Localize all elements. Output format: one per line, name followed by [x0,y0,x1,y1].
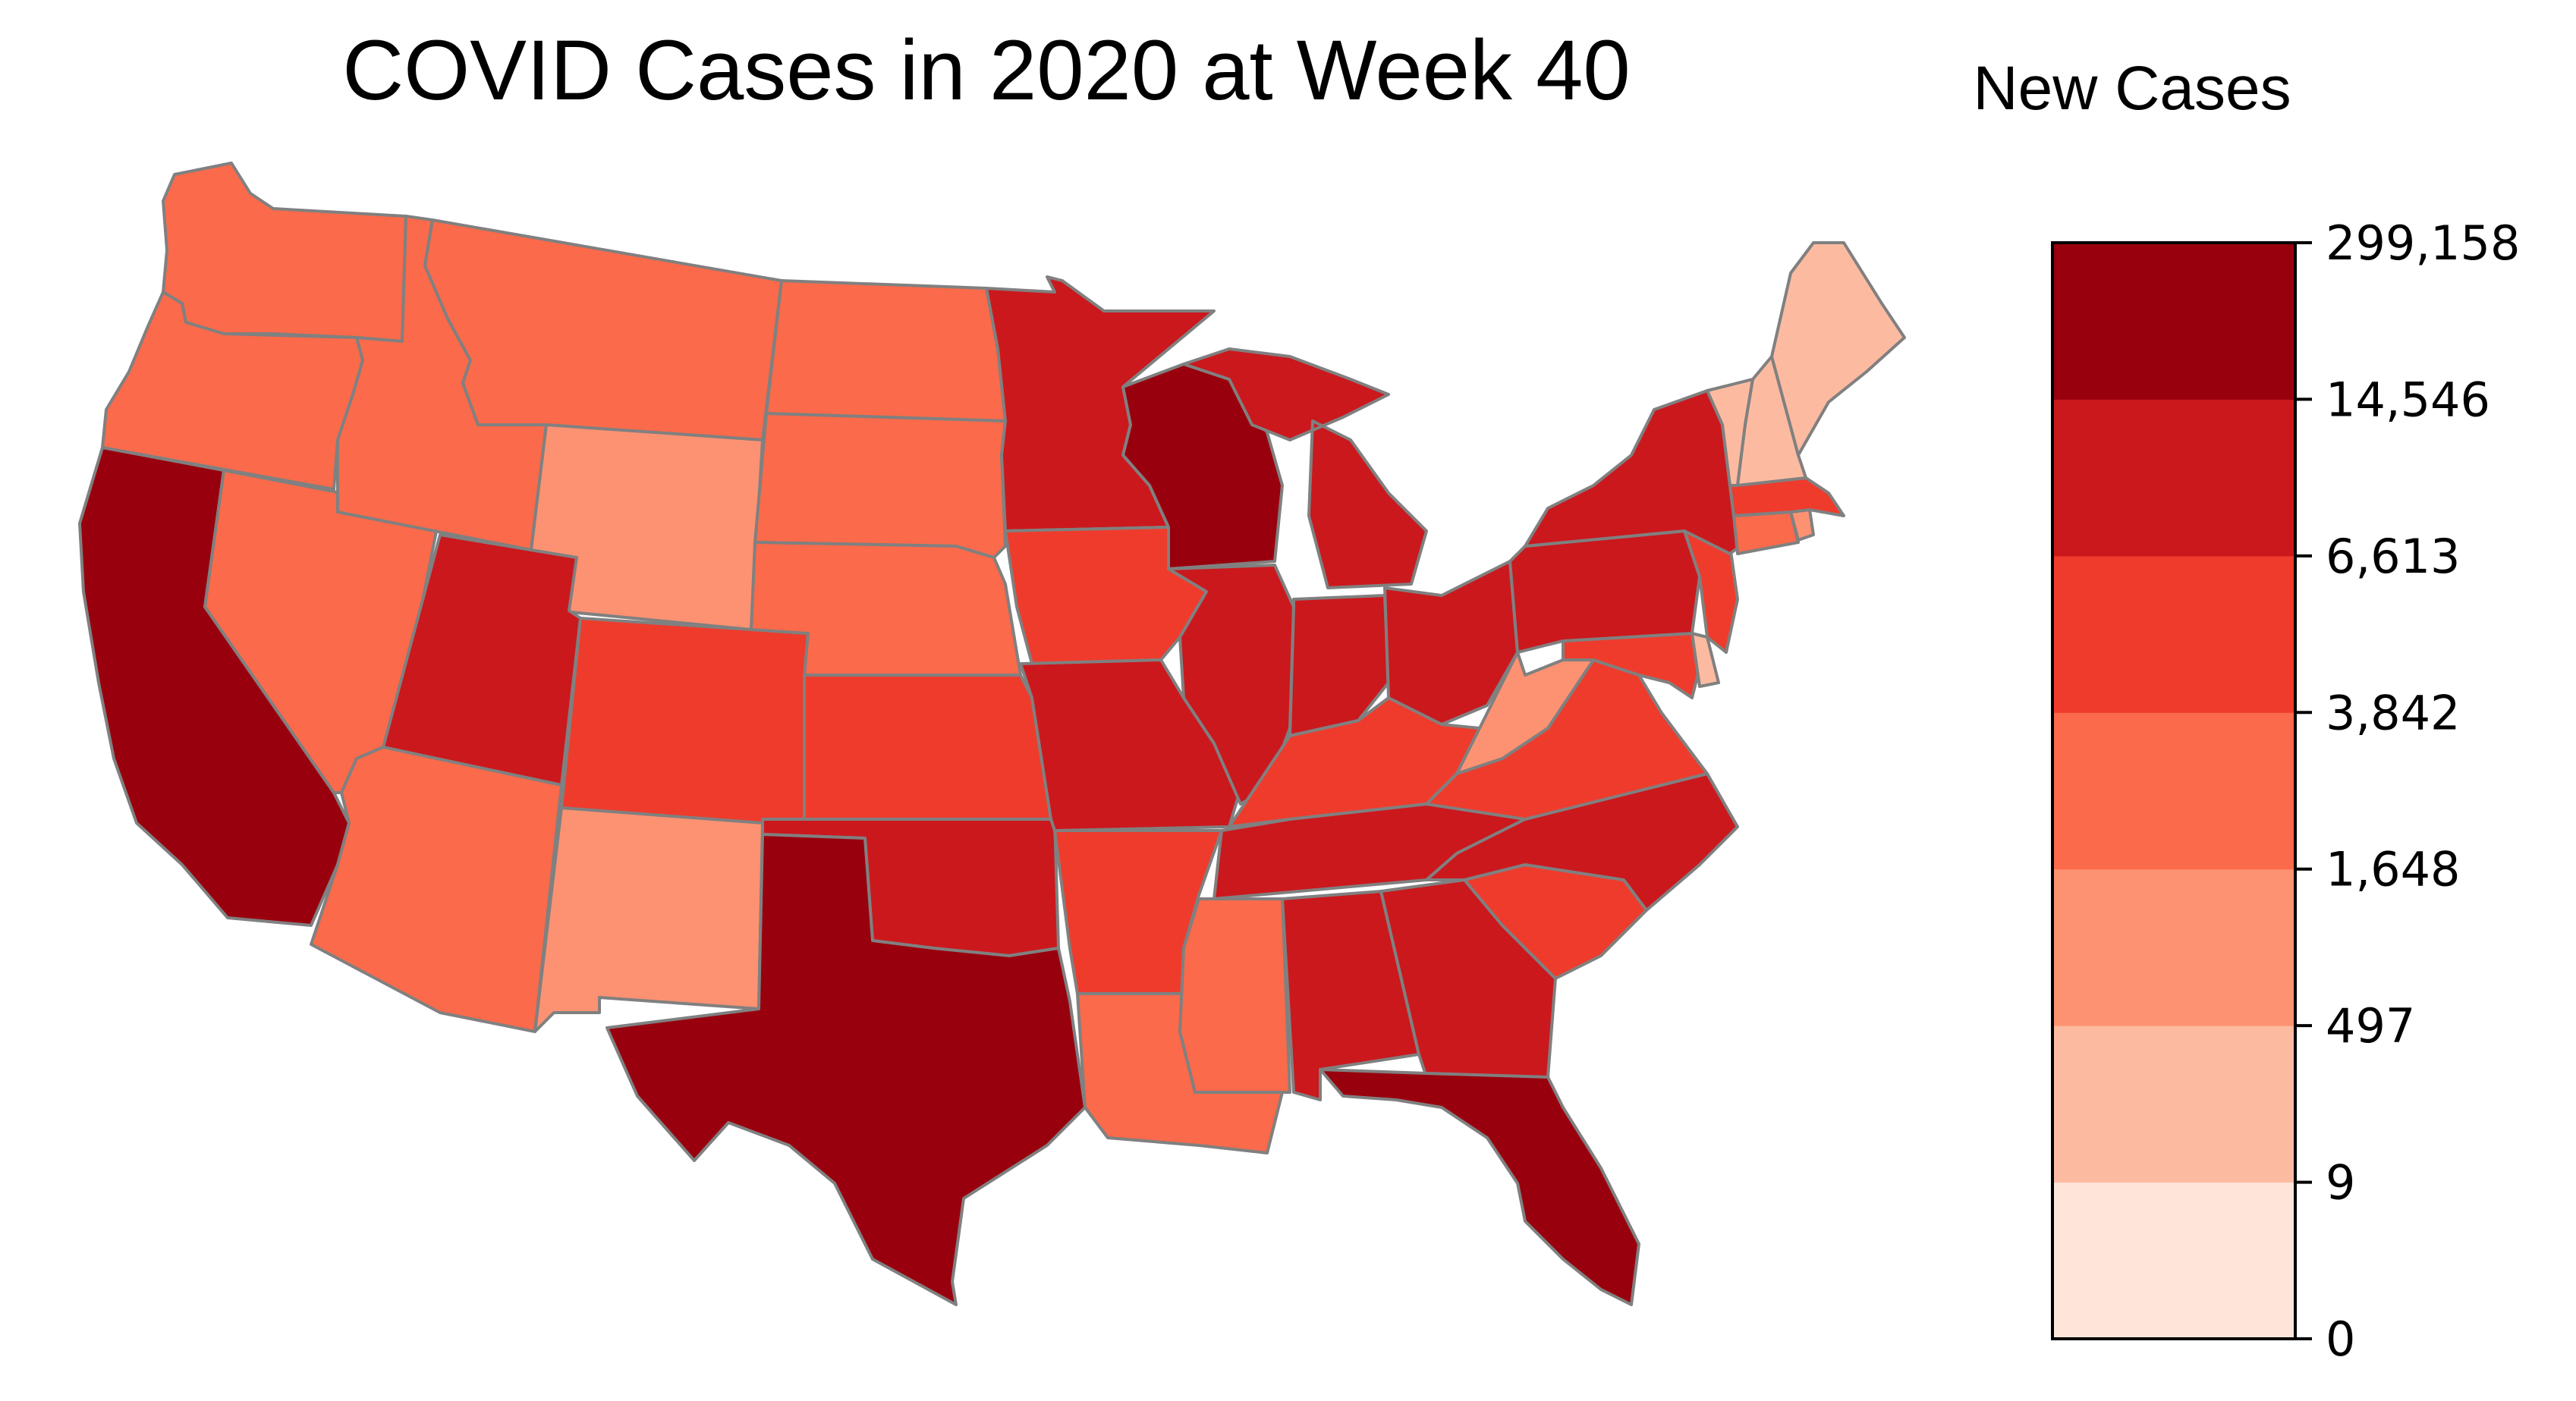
colorbar-tick-label: 6,613 [2326,529,2461,584]
colorbar-band-0 [2052,1182,2295,1340]
state-FL[interactable]: Florida [1319,1068,1640,1306]
colorbar-tick-label: 14,546 [2326,372,2490,427]
legend-title: New Cases [1973,54,2291,123]
colorbar-tick-label: 3,842 [2326,685,2461,740]
colorbar-frame [2051,241,2297,1340]
state-NC[interactable]: North Carolina [1425,772,1739,912]
colorbar-tick-label: 1,648 [2326,842,2461,897]
colorbar-tick-label: 497 [2326,998,2415,1054]
state-DE[interactable]: Delaware [1691,632,1720,688]
state-ME[interactable]: Maine [1770,241,1906,457]
colorbar-band-1 [2052,1026,2295,1183]
colorbar-tick-label: 9 [2326,1155,2355,1211]
colorbar-band-5 [2052,399,2295,557]
colorbar-band-4 [2052,555,2295,713]
state-TX[interactable]: Texas [605,833,1087,1306]
state-MI[interactable]: Michigan [1182,347,1428,589]
map-title: COVID Cases in 2020 at Week 40 [342,23,1631,118]
colorbar-band-2 [2052,869,2295,1026]
colorbar-band-3 [2052,712,2295,870]
state-WY[interactable]: Wyoming [514,423,764,631]
colorbar-tick-label: 299,158 [2326,215,2520,271]
colorbar-tick-label: 0 [2326,1311,2355,1367]
state-IL[interactable]: Illinois [1167,564,1295,806]
state-MA[interactable]: Massachusetts [1728,476,1845,517]
colorbar-band-6 [2052,243,2295,400]
